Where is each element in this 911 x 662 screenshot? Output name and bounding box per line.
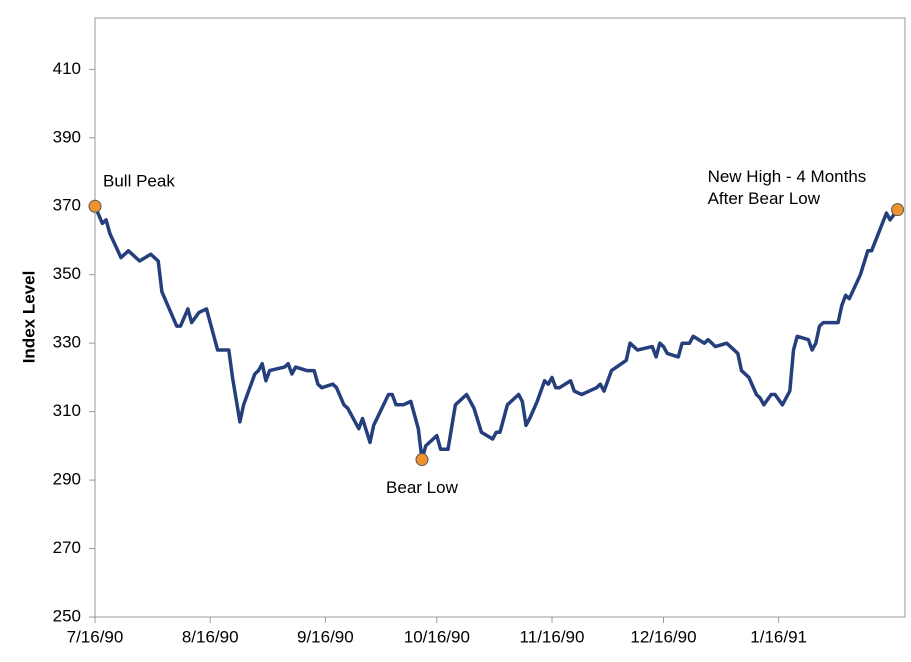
y-tick-label: 330 <box>53 333 81 352</box>
annotation-text: After Bear Low <box>708 189 821 208</box>
x-tick-label: 11/16/90 <box>520 627 585 646</box>
highlight-marker <box>415 453 429 467</box>
y-tick-label: 310 <box>53 401 81 420</box>
annotation-text: Bull Peak <box>103 172 175 191</box>
y-tick-label: 250 <box>53 606 81 625</box>
x-tick-label: 12/16/90 <box>630 627 696 646</box>
x-tick-label: 9/16/90 <box>297 627 354 646</box>
x-tick-label: 7/16/90 <box>67 627 124 646</box>
x-tick-label: 10/16/90 <box>404 627 470 646</box>
x-tick-label: 1/16/91 <box>750 627 807 646</box>
annotation-text: Bear Low <box>386 478 459 497</box>
highlight-marker <box>891 203 905 217</box>
y-tick-label: 370 <box>53 196 81 215</box>
annotation-text: New High - 4 Months <box>708 167 867 186</box>
y-axis-label: Index Level <box>19 271 38 364</box>
y-tick-label: 290 <box>53 470 81 489</box>
x-tick-label: 8/16/90 <box>182 627 239 646</box>
plot-frame <box>94 17 906 618</box>
highlight-marker <box>88 199 102 213</box>
y-tick-label: 350 <box>53 264 81 283</box>
y-tick-label: 410 <box>53 59 81 78</box>
y-tick-label: 390 <box>53 127 81 146</box>
y-tick-label: 270 <box>53 538 81 557</box>
data-line <box>93 205 900 462</box>
